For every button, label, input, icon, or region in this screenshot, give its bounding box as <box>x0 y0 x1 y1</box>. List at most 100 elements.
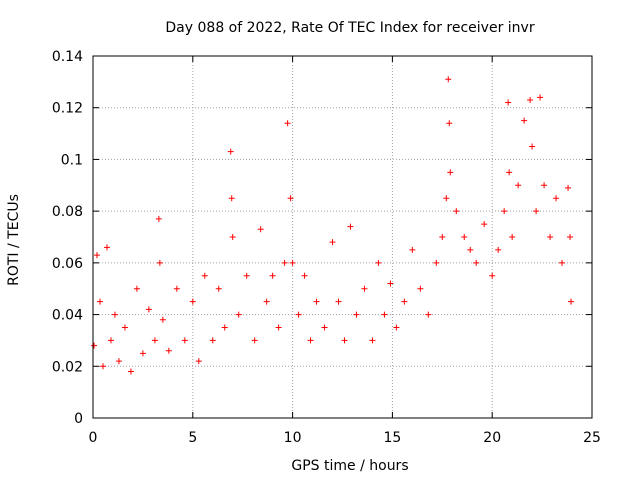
data-point <box>229 234 236 240</box>
data-point <box>495 246 502 253</box>
data-point <box>361 285 368 292</box>
data-point <box>127 368 134 375</box>
data-point <box>165 347 172 354</box>
data-point <box>559 259 566 266</box>
x-tick-label: 5 <box>188 430 197 446</box>
data-point <box>501 208 508 215</box>
data-point <box>195 358 202 365</box>
data-point <box>151 337 158 344</box>
data-point <box>447 169 454 176</box>
data-point <box>96 298 103 305</box>
data-point <box>321 324 328 331</box>
data-point <box>565 184 572 191</box>
data-point <box>281 259 288 266</box>
data-point <box>393 324 400 331</box>
data-points <box>90 76 575 375</box>
data-point <box>173 285 180 292</box>
data-point <box>553 195 560 202</box>
plot-frame <box>92 55 593 419</box>
data-point <box>111 311 118 318</box>
data-point <box>341 337 348 344</box>
data-point <box>133 285 140 292</box>
data-point <box>509 234 516 240</box>
data-point <box>189 298 196 305</box>
data-point <box>467 246 474 253</box>
data-point <box>541 182 548 189</box>
data-point <box>329 239 336 246</box>
data-point <box>156 259 163 266</box>
data-point <box>443 195 450 202</box>
data-point <box>515 182 522 189</box>
data-point <box>227 148 234 155</box>
data-point <box>284 120 291 127</box>
data-point <box>215 285 222 292</box>
y-tick-label: 0 <box>74 411 83 427</box>
data-point <box>243 272 250 279</box>
x-tick-label: 10 <box>284 430 302 446</box>
data-point <box>289 259 296 266</box>
data-point <box>347 223 354 230</box>
data-point <box>155 215 162 222</box>
data-point <box>275 324 282 331</box>
data-point <box>235 311 242 318</box>
data-point <box>107 337 114 344</box>
y-tick-label: 0.02 <box>52 359 83 375</box>
y-tick-label: 0.04 <box>52 308 83 324</box>
x-axis-ticks: 0 5 10 15 20 25 <box>89 56 601 446</box>
data-point <box>568 298 575 305</box>
x-tick-label: 25 <box>583 430 601 446</box>
data-point <box>181 337 188 344</box>
data-point <box>307 337 314 344</box>
y-axis-label: ROTI / TECUs <box>6 194 22 286</box>
x-axis-label: GPS time / hours <box>291 458 408 474</box>
data-point <box>567 234 574 240</box>
data-point <box>209 337 216 344</box>
data-point <box>287 195 294 202</box>
data-point <box>228 195 235 202</box>
data-point <box>90 342 97 349</box>
data-point <box>453 208 460 215</box>
data-point <box>533 208 540 215</box>
data-point <box>269 272 276 279</box>
data-point <box>529 143 536 150</box>
data-point <box>221 324 228 331</box>
y-tick-label: 0.14 <box>52 49 83 65</box>
data-point <box>335 298 342 305</box>
y-tick-label: 0.08 <box>52 204 83 220</box>
x-tick-label: 20 <box>483 430 501 446</box>
data-point <box>99 363 106 370</box>
data-point <box>506 169 513 176</box>
data-point <box>301 272 308 279</box>
data-point <box>201 272 208 279</box>
data-point <box>375 259 382 266</box>
data-point <box>159 316 166 323</box>
data-point <box>313 298 320 305</box>
data-point <box>425 311 432 318</box>
data-point <box>257 226 264 233</box>
data-point <box>446 120 453 127</box>
data-point <box>353 311 360 318</box>
data-point <box>439 234 446 240</box>
data-point <box>537 94 544 101</box>
x-tick-label: 15 <box>383 430 401 446</box>
data-point <box>115 358 122 365</box>
x-tick-label: 0 <box>89 430 98 446</box>
data-point <box>121 324 128 331</box>
data-point <box>93 252 100 259</box>
data-point <box>547 234 554 240</box>
chart-title: Day 088 of 2022, Rate Of TEC Index for r… <box>165 20 534 36</box>
data-point <box>401 298 408 305</box>
data-point <box>295 311 302 318</box>
data-point <box>387 280 394 287</box>
data-point <box>409 246 416 253</box>
data-point <box>103 244 110 251</box>
y-axis-ticks: 0 0.02 0.04 0.06 0.08 0.1 0.12 0.14 <box>52 49 592 427</box>
data-point <box>445 76 452 83</box>
data-point <box>263 298 270 305</box>
data-point <box>381 311 388 318</box>
y-tick-label: 0.1 <box>61 152 83 168</box>
data-point <box>139 350 146 357</box>
data-point <box>489 272 496 279</box>
data-point <box>505 99 512 106</box>
